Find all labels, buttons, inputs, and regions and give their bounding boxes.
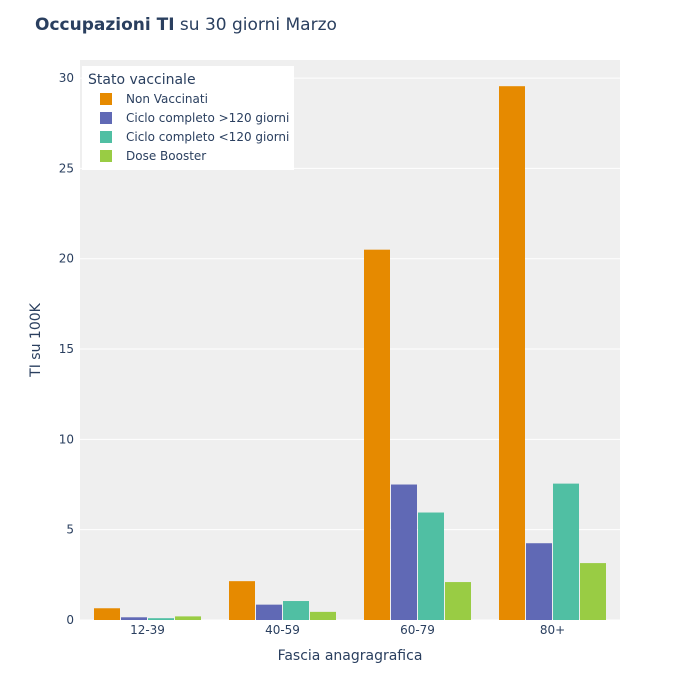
chart-title-bold: Occupazioni TI xyxy=(35,15,175,35)
x-tick-label: 80+ xyxy=(540,623,565,637)
x-axis-title: Fascia anagragrafica xyxy=(278,648,423,664)
legend: Stato vaccinale Non Vaccinati Ciclo compl… xyxy=(82,66,294,170)
y-tick-label: 25 xyxy=(59,161,74,175)
y-tick-label: 10 xyxy=(59,432,74,446)
bar xyxy=(499,86,525,621)
y-tick-label: 15 xyxy=(59,342,74,356)
y-tick-label: 5 xyxy=(66,523,74,537)
bar xyxy=(580,563,606,620)
y-tick-label: 30 xyxy=(59,71,74,85)
y-tick-label: 20 xyxy=(59,252,74,266)
legend-label: Ciclo completo >120 giorni xyxy=(126,111,289,125)
bar xyxy=(391,484,417,620)
bar xyxy=(445,582,471,620)
legend-swatch xyxy=(100,93,112,105)
chart-title-rest: su 30 giorni Marzo xyxy=(175,15,337,35)
x-axis-ticks: 12-39 40-59 60-79 80+ xyxy=(130,623,565,637)
bar xyxy=(175,616,201,620)
bar xyxy=(121,617,147,620)
bar xyxy=(256,604,282,620)
x-tick-label: 40-59 xyxy=(265,623,300,637)
bar xyxy=(148,618,174,620)
bar xyxy=(310,611,336,620)
legend-label: Ciclo completo <120 giorni xyxy=(126,130,289,144)
legend-swatch xyxy=(100,112,112,124)
bar xyxy=(94,608,120,620)
bar xyxy=(553,483,579,620)
legend-label: Dose Booster xyxy=(126,149,206,163)
chart-title: Occupazioni TI su 30 giorni Marzo xyxy=(35,15,337,35)
bar xyxy=(526,543,552,620)
y-axis-title: TI su 100K xyxy=(28,302,44,377)
x-tick-label: 60-79 xyxy=(400,623,435,637)
legend-title: Stato vaccinale xyxy=(88,72,196,88)
legend-items: Non Vaccinati Ciclo completo >120 giorni C… xyxy=(100,92,289,163)
legend-swatch xyxy=(100,150,112,162)
y-tick-label: 0 xyxy=(66,613,74,627)
bar xyxy=(229,581,255,620)
bar xyxy=(418,512,444,620)
bar xyxy=(364,249,390,620)
x-tick-label: 12-39 xyxy=(130,623,165,637)
legend-label: Non Vaccinati xyxy=(126,92,208,106)
bars xyxy=(94,86,606,621)
y-axis-ticks: 0 5 10 15 20 25 30 xyxy=(59,71,74,627)
bar xyxy=(283,601,309,620)
legend-swatch xyxy=(100,131,112,143)
legend-background xyxy=(82,66,294,170)
